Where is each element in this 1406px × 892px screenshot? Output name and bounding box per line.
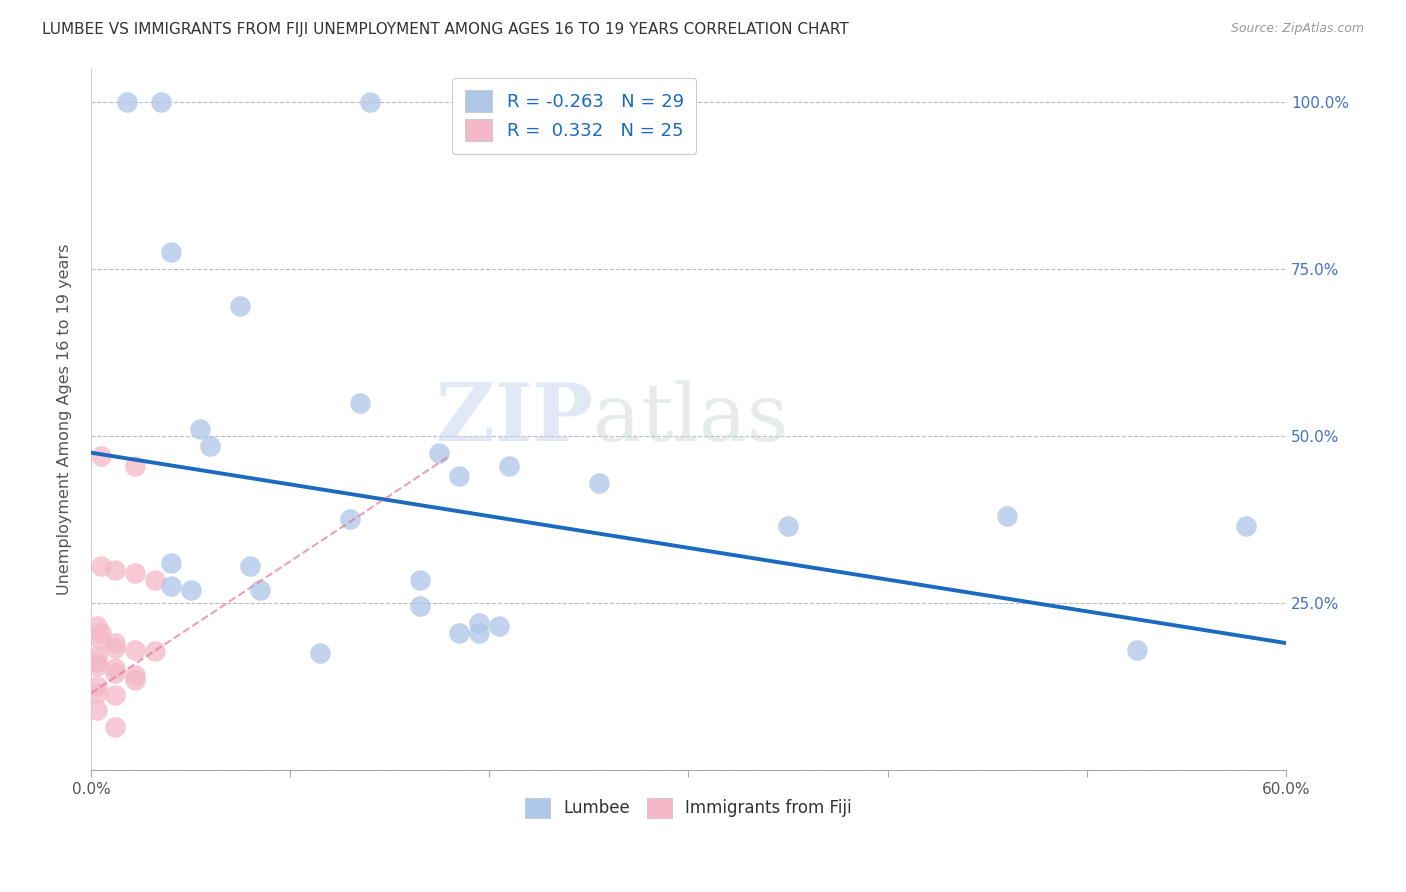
- Point: [124, 668, 146, 682]
- Point: [143, 573, 166, 587]
- Point: [159, 556, 181, 570]
- Point: [468, 615, 491, 630]
- Text: atlas: atlas: [593, 380, 787, 458]
- Point: [180, 582, 202, 597]
- Text: Source: ZipAtlas.com: Source: ZipAtlas.com: [1230, 22, 1364, 36]
- Point: [408, 573, 430, 587]
- Point: [488, 619, 510, 633]
- Point: [449, 469, 471, 483]
- Point: [200, 439, 222, 453]
- Point: [90, 449, 112, 463]
- Text: LUMBEE VS IMMIGRANTS FROM FIJI UNEMPLOYMENT AMONG AGES 16 TO 19 YEARS CORRELATIO: LUMBEE VS IMMIGRANTS FROM FIJI UNEMPLOYM…: [42, 22, 849, 37]
- Point: [86, 649, 108, 664]
- Point: [86, 703, 108, 717]
- Point: [124, 458, 146, 473]
- Point: [776, 519, 799, 533]
- Y-axis label: Unemployment Among Ages 16 to 19 years: Unemployment Among Ages 16 to 19 years: [58, 244, 72, 595]
- Point: [86, 680, 108, 694]
- Point: [468, 626, 491, 640]
- Point: [408, 599, 430, 614]
- Point: [159, 579, 181, 593]
- Point: [339, 512, 361, 526]
- Point: [124, 642, 146, 657]
- Point: [1125, 642, 1147, 657]
- Point: [149, 95, 172, 109]
- Point: [159, 245, 181, 260]
- Point: [90, 626, 112, 640]
- Point: [190, 422, 212, 436]
- Point: [229, 299, 252, 313]
- Point: [995, 509, 1018, 524]
- Point: [86, 655, 108, 669]
- Point: [104, 688, 127, 702]
- Point: [588, 475, 610, 490]
- Legend: Lumbee, Immigrants from Fiji: Lumbee, Immigrants from Fiji: [519, 791, 859, 825]
- Point: [104, 661, 127, 675]
- Point: [104, 641, 127, 656]
- Point: [104, 720, 127, 734]
- Point: [1234, 519, 1257, 533]
- Point: [104, 563, 127, 577]
- Point: [143, 644, 166, 658]
- Point: [449, 626, 471, 640]
- Point: [104, 666, 127, 681]
- Point: [349, 395, 371, 409]
- Point: [86, 686, 108, 700]
- Point: [90, 559, 112, 574]
- Point: [90, 632, 112, 647]
- Point: [239, 559, 262, 574]
- Point: [115, 95, 138, 109]
- Point: [309, 646, 332, 660]
- Point: [104, 636, 127, 650]
- Point: [86, 619, 108, 633]
- Point: [124, 673, 146, 687]
- Point: [86, 659, 108, 673]
- Point: [429, 445, 451, 459]
- Point: [498, 458, 520, 473]
- Point: [359, 95, 381, 109]
- Point: [249, 582, 271, 597]
- Point: [124, 566, 146, 580]
- Text: ZIP: ZIP: [436, 380, 593, 458]
